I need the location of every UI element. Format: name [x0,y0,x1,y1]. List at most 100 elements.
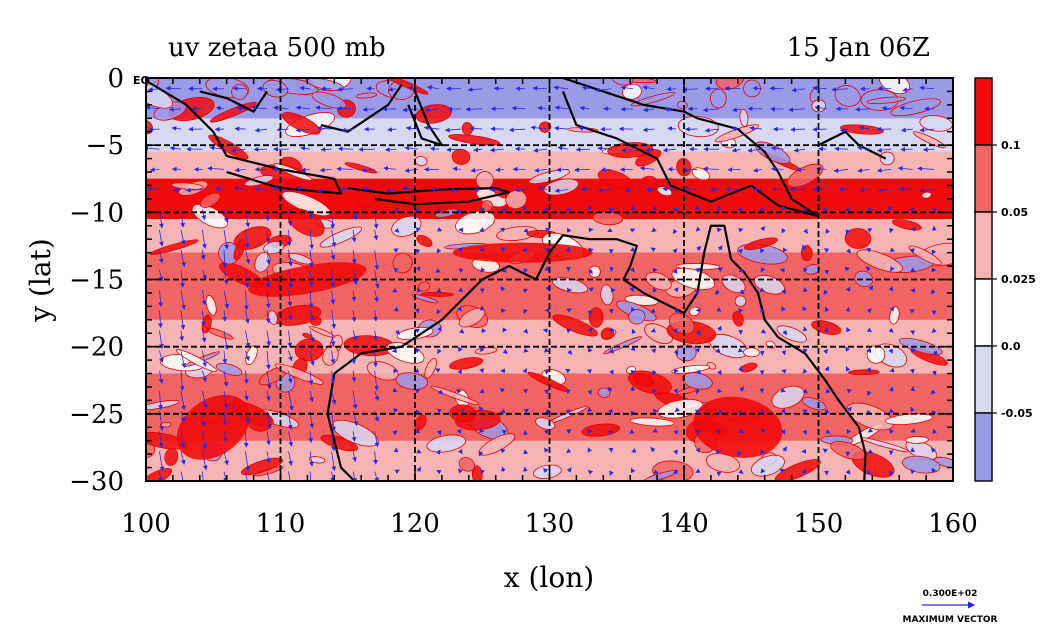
wind-vector [394,227,400,234]
wind-vector [287,290,293,307]
wind-vector [415,248,421,255]
wind-vector [917,166,935,172]
wind-vector [222,431,228,443]
wind-vector [760,328,766,334]
wind-vector [500,448,506,454]
wind-vector [868,285,874,291]
wind-vector [738,469,744,475]
y-tick-label: −20 [69,333,124,363]
wind-vector [919,188,935,193]
wind-vector [331,451,337,472]
wind-vector [595,87,612,93]
wind-vector [867,206,873,212]
coastline [333,224,867,481]
wind-vector [788,107,806,113]
wind-vector [867,427,874,433]
wind-vector [336,166,354,172]
y-tick-label: −30 [69,467,124,497]
wind-vector [495,167,504,173]
wind-vector [230,147,246,153]
vorticity-feature [834,85,861,107]
wind-vector [179,330,185,342]
wind-vector [201,330,207,343]
wind-vector [664,106,676,112]
wind-vector [499,286,506,292]
vorticity-feature [262,79,289,98]
wind-vector [537,186,547,191]
wind-vector [796,167,806,173]
wind-vector [791,87,806,93]
wind-vector [845,451,851,457]
vorticity-feature [905,436,929,444]
wind-vector [932,350,938,356]
wind-vector [650,308,656,313]
wind-vector [287,411,293,430]
vorticity-feature [240,457,284,476]
x-tick-label: 140 [659,509,709,539]
wind-vector [731,147,741,153]
vorticity-feature [638,175,658,193]
wind-vector [523,408,530,414]
wind-vector [650,247,656,253]
wind-vector [544,247,550,253]
wind-vector [200,249,206,261]
wind-vector [288,390,294,411]
x-tick-label: 130 [525,509,575,539]
wind-vector [501,429,507,435]
vorticity-feature [884,413,933,425]
wind-vector [624,187,633,193]
wind-vector [309,330,315,343]
wind-vector [839,127,849,133]
wind-vector [180,471,184,481]
wind-vector [424,107,440,113]
vorticity-feature [600,284,614,306]
vorticity-feature [607,142,654,158]
wind-vector [567,227,572,233]
wind-vector [288,249,293,267]
wind-vector [276,127,289,132]
wind-vector [781,350,786,356]
wind-vector [760,266,766,273]
wind-vector [731,126,741,132]
wind-vector [759,287,765,292]
wind-vector [202,370,207,383]
wind-vector [308,431,314,444]
wind-vector [223,390,229,410]
wind-vector [753,167,763,173]
wind-vector [610,287,616,293]
wind-vector [695,226,701,232]
vorticity-feature [319,226,362,248]
wind-vector [444,127,461,133]
wind-vector [352,209,358,221]
wind-vector [500,408,506,414]
vorticity-feature [505,189,528,210]
wind-vector [919,127,935,133]
wind-vector [233,186,246,191]
wind-vector [243,431,249,448]
wind-vector [251,105,268,111]
wind-vector [704,127,720,133]
coastline [199,90,268,113]
wind-vector [523,308,528,315]
wind-vector [287,330,293,348]
vorticity-feature [743,79,761,98]
wind-vector [881,105,892,111]
vorticity-feature [191,203,229,229]
wind-vector [587,327,594,333]
wind-vector [414,328,420,334]
wind-vector [790,127,806,132]
vorticity-feature [358,193,376,207]
wind-vector [223,370,229,387]
vorticity-feature [597,169,633,189]
equator-label: EQ [133,74,150,87]
wind-vector [779,468,785,474]
wind-vector [361,167,375,173]
wind-vector [435,268,441,273]
wind-vector [900,127,913,133]
wind-vector [414,207,419,213]
wind-vector [501,206,507,212]
vorticity-feature [879,151,895,166]
wind-vector [478,406,484,412]
wind-vector [330,290,336,305]
vorticity-feature [776,325,807,343]
